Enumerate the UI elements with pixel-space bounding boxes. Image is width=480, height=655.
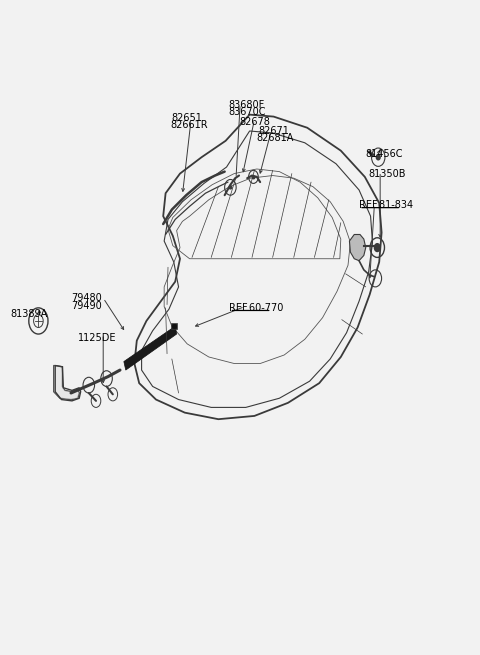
Text: 79480: 79480 (71, 293, 102, 303)
Polygon shape (54, 365, 79, 400)
Text: 81350B: 81350B (369, 169, 406, 179)
Text: 81389A: 81389A (11, 309, 48, 319)
Text: 81456C: 81456C (366, 149, 403, 159)
Text: 1125DE: 1125DE (78, 333, 116, 343)
Circle shape (376, 155, 380, 160)
Text: 82661R: 82661R (170, 120, 208, 130)
Polygon shape (349, 234, 366, 261)
Circle shape (374, 244, 380, 252)
Text: 82651: 82651 (172, 113, 203, 122)
Text: 83680F: 83680F (228, 100, 264, 109)
Text: 83670C: 83670C (228, 107, 265, 117)
Text: 82671: 82671 (258, 126, 289, 136)
Text: 82678: 82678 (239, 117, 270, 126)
Text: REF.81-834: REF.81-834 (359, 200, 413, 210)
Text: 82681A: 82681A (257, 133, 294, 143)
Text: 79490: 79490 (71, 301, 102, 311)
Polygon shape (124, 326, 177, 370)
Text: REF.60-770: REF.60-770 (229, 303, 284, 312)
